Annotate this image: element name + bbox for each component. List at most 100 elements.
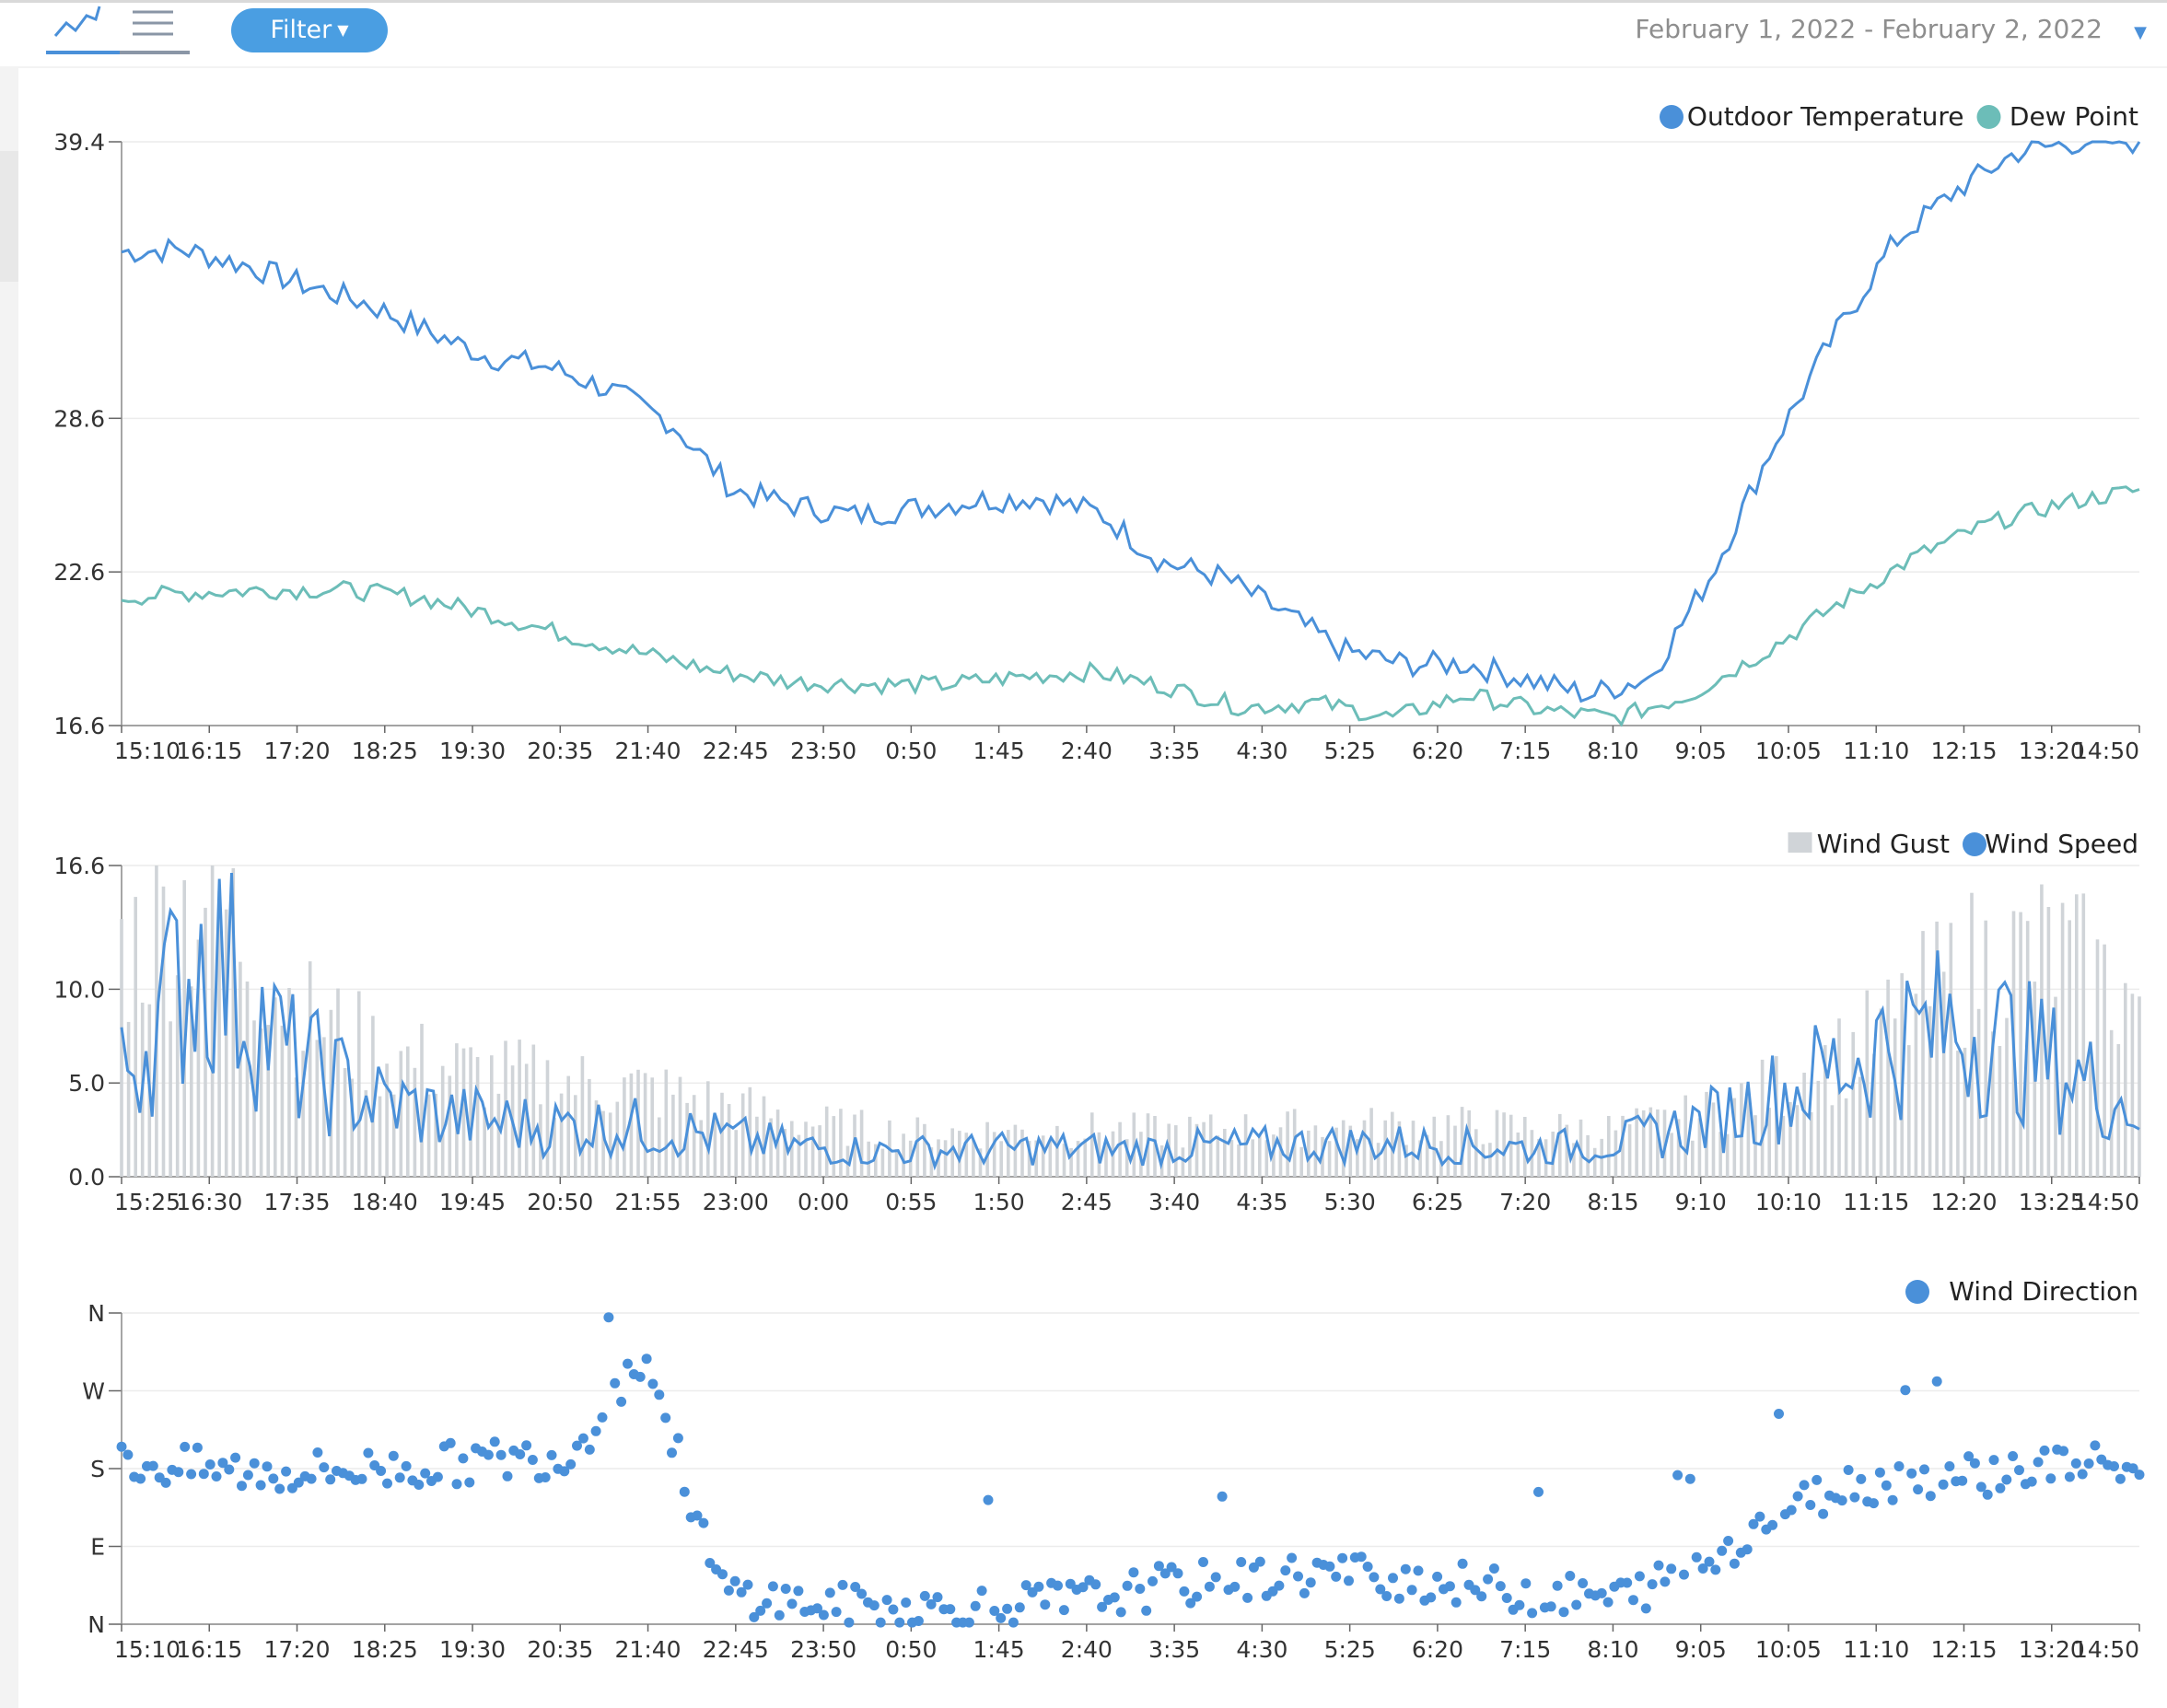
- y-tick-label: 0.0: [68, 1164, 105, 1191]
- wind-gust-bar: [475, 1057, 480, 1177]
- x-tick-label: 10:05: [1755, 738, 1822, 764]
- wind-direction-point: [1818, 1508, 1829, 1519]
- wind-direction-point: [180, 1441, 191, 1452]
- wind-gust-bar: [1802, 1073, 1806, 1177]
- wind-direction-point: [1520, 1578, 1532, 1589]
- wind-gust-bar: [2103, 944, 2106, 1177]
- wind-gust-bar: [1397, 1121, 1402, 1177]
- wind-direction-point: [1691, 1551, 1702, 1563]
- wind-gust-bar: [915, 1117, 920, 1177]
- wind-direction-point: [1514, 1599, 1525, 1610]
- wind-gust-bar: [1272, 1134, 1276, 1177]
- wind-gust-bar: [301, 1051, 305, 1177]
- wind-direction-point: [996, 1612, 1007, 1623]
- wind-direction-point: [173, 1467, 184, 1478]
- wind-direction-point: [1053, 1580, 1063, 1591]
- wind-direction-point: [160, 1477, 171, 1488]
- wind-direction-point: [667, 1447, 677, 1458]
- wind-direction-point: [420, 1468, 431, 1479]
- wind-direction-point: [1369, 1572, 1380, 1583]
- wind-direction-point: [1058, 1605, 1069, 1616]
- wind-gust-bar: [999, 1141, 1003, 1177]
- wind-direction-point: [1483, 1574, 1494, 1585]
- wind-gust-bar: [1446, 1115, 1450, 1177]
- x-tick-label: 19:30: [439, 738, 506, 764]
- wind-direction-point: [2077, 1469, 2088, 1480]
- wind-direction-point: [1887, 1494, 1898, 1505]
- wind-direction-point: [1002, 1603, 1013, 1614]
- x-tick-label: 13:20: [2019, 738, 2085, 764]
- wind-gust-bar: [518, 1040, 521, 1177]
- wind-direction-point: [1078, 1582, 1089, 1593]
- wind-direction-point: [1558, 1607, 1569, 1618]
- wind-gust-bar: [2095, 939, 2100, 1177]
- wind-direction-point: [932, 1592, 943, 1603]
- wind-gust-bar: [1941, 971, 1946, 1177]
- wind-gust-bar: [434, 1093, 437, 1177]
- wind-direction-point: [1653, 1560, 1664, 1571]
- wind-direction-point: [831, 1607, 842, 1618]
- wind-gust-bar: [161, 886, 166, 1177]
- wind-direction-point: [1881, 1480, 1892, 1491]
- wind-gust-bar: [440, 1065, 445, 1177]
- wind-gust-bar: [120, 919, 123, 1177]
- wind-gust-bar: [1313, 1125, 1318, 1177]
- list-icon[interactable]: [131, 6, 175, 43]
- wind-gust-bar: [1208, 1114, 1213, 1177]
- x-tick-label: 17:35: [263, 1189, 330, 1215]
- wind-direction-point: [572, 1440, 582, 1451]
- filter-button[interactable]: Filter ▼: [231, 8, 388, 52]
- y-tick-label: 22.6: [53, 559, 105, 586]
- wind-direction-point: [186, 1469, 197, 1480]
- x-tick-label: 10:10: [1755, 1189, 1822, 1215]
- x-tick-label: 5:25: [1324, 738, 1376, 764]
- series-line-dew-point: [121, 485, 2140, 727]
- wind-gust-bar: [1795, 1105, 1800, 1177]
- line-chart-icon[interactable]: [53, 3, 101, 40]
- wind-gust-bar: [1963, 1047, 1967, 1177]
- wind-direction-point: [192, 1442, 203, 1453]
- view-toggle[interactable]: [46, 3, 190, 56]
- wind-direction-point: [1210, 1572, 1221, 1583]
- date-range-selector[interactable]: February 1, 2022 - February 2, 2022: [1635, 14, 2103, 44]
- wind-direction-point: [635, 1371, 646, 1382]
- wind-gust-bar: [231, 867, 236, 1177]
- wind-gust-bar: [224, 909, 228, 1177]
- x-tick-label: 13:20: [2019, 1636, 2085, 1663]
- wind-gust-bar: [266, 1025, 270, 1177]
- wind-direction-point: [414, 1480, 425, 1490]
- wind-direction-point: [1014, 1602, 1025, 1613]
- wind-direction-point: [1185, 1598, 1196, 1609]
- wind-gust-bar: [1369, 1108, 1373, 1177]
- wind-gust-bar: [1020, 1129, 1024, 1177]
- wind-direction-point: [546, 1449, 557, 1460]
- wind-gust-bar: [1670, 1133, 1673, 1177]
- wind-gust-bar: [818, 1125, 821, 1177]
- wind-direction-point: [122, 1449, 134, 1460]
- wind-gust-bar: [1062, 1144, 1066, 1177]
- x-tick-label: 14:50: [2073, 1189, 2139, 1215]
- wind-direction-point: [762, 1598, 773, 1609]
- date-caret-down-icon[interactable]: ▼: [2134, 23, 2147, 42]
- wind-gust-bar: [239, 961, 242, 1177]
- x-tick-label: 5:30: [1324, 1189, 1376, 1215]
- wind-direction-point: [616, 1396, 627, 1407]
- wind-gust-bar: [1411, 1121, 1416, 1177]
- wind-gust-bar: [964, 1133, 969, 1177]
- wind-direction-point: [868, 1600, 880, 1611]
- y-tick-label: E: [90, 1534, 105, 1561]
- wind-gust-bar: [1711, 1102, 1716, 1177]
- wind-gust-bar: [985, 1121, 989, 1177]
- x-tick-label: 18:40: [352, 1189, 418, 1215]
- wind-gust-bar: [1998, 1046, 2002, 1177]
- wind-gust-bar: [1243, 1114, 1248, 1177]
- wind-direction-point: [1299, 1587, 1310, 1598]
- wind-gust-bar: [685, 1102, 689, 1177]
- x-tick-label: 9:05: [1675, 738, 1727, 764]
- series-line-wind-speed: [120, 873, 2140, 1171]
- x-tick-label: 7:15: [1499, 1636, 1551, 1663]
- x-tick-label: 16:30: [176, 1189, 242, 1215]
- chart-panel: 39.4 28.6 22.6 16.6 15:10 16:15 17:20 18:25 19:3…: [18, 68, 2167, 1708]
- wind-gust-bar: [1991, 1031, 1995, 1177]
